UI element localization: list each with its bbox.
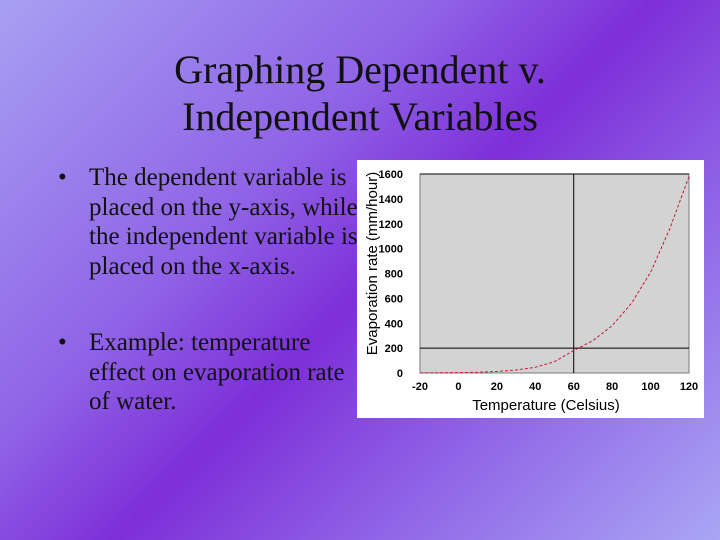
bullet-item-dependent-variable: • The dependent variable is placed on th… bbox=[58, 163, 358, 281]
y-tick-label: 600 bbox=[385, 293, 403, 305]
x-tick-label: 60 bbox=[568, 381, 580, 393]
y-tick-label: 400 bbox=[385, 318, 403, 330]
evaporation-chart: 0 200 400 600 800 1000 1200 1400 1600 -20 0 20 40 60… bbox=[357, 160, 704, 418]
x-tick-label: 80 bbox=[606, 381, 618, 393]
x-tick-label: 40 bbox=[529, 381, 541, 393]
series-group bbox=[419, 176, 690, 374]
bullet-marker: • bbox=[58, 164, 67, 191]
x-tick-label: 0 bbox=[455, 381, 461, 393]
y-tick-labels: 0 200 400 600 800 1000 1200 1400 1600 bbox=[379, 169, 403, 380]
y-tick-label: 200 bbox=[385, 343, 403, 355]
grid-lines bbox=[420, 173, 689, 373]
title-line-1: Graphing Dependent v. bbox=[174, 47, 546, 92]
bullet-text: Example: temperature effect on evaporati… bbox=[89, 329, 345, 415]
y-tick-label: 800 bbox=[385, 269, 403, 281]
x-tick-labels: -20 0 20 40 60 80 100 120 bbox=[412, 381, 698, 393]
slide-title: Graphing Dependent v. Independent Variab… bbox=[120, 46, 600, 140]
series-line-evaporation bbox=[419, 176, 690, 374]
y-tick-label: 1400 bbox=[379, 194, 403, 206]
y-tick-label: 1200 bbox=[379, 219, 403, 231]
plot-area bbox=[419, 173, 690, 374]
x-tick-label: 20 bbox=[491, 381, 503, 393]
y-tick-label: 1600 bbox=[379, 169, 403, 181]
bullet-text: The dependent variable is placed on the … bbox=[89, 164, 358, 280]
x-axis-label: Temperature (Celsius) bbox=[472, 397, 620, 414]
y-axis-label: Evaporation rate (mm/hour) bbox=[364, 172, 381, 355]
x-tick-label: 120 bbox=[680, 381, 698, 393]
y-tick-label: 1000 bbox=[379, 244, 403, 256]
y-tick-label: 0 bbox=[397, 368, 403, 380]
bullet-marker: • bbox=[58, 329, 67, 356]
x-tick-label: 100 bbox=[641, 381, 659, 393]
chart-svg: 0 200 400 600 800 1000 1200 1400 1600 -20 0 20 40 60… bbox=[364, 169, 698, 414]
x-tick-label: -20 bbox=[412, 381, 428, 393]
title-line-2: Independent Variables bbox=[182, 94, 538, 139]
bullet-list: • The dependent variable is placed on th… bbox=[58, 163, 358, 417]
bullet-item-example: • Example: temperature effect on evapora… bbox=[58, 328, 358, 417]
